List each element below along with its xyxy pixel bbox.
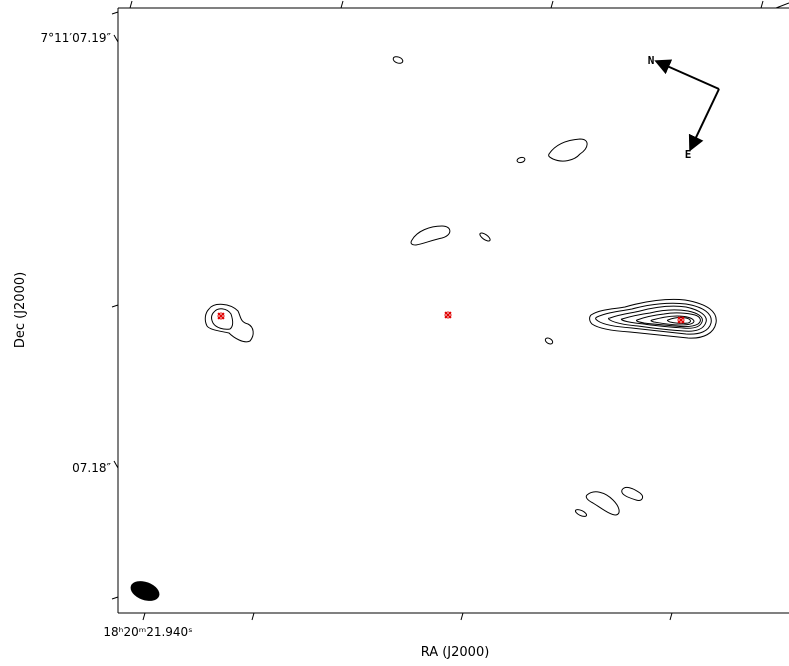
x-tick-label: 18ʰ20ᵐ21.940ˢ [103, 625, 192, 639]
compass-icon: N E [648, 54, 720, 161]
contour-blob [544, 337, 554, 345]
contour-level [650, 315, 695, 326]
left-axis-ticks [111, 11, 119, 600]
left-source-contours [204, 303, 254, 343]
contour-blob [516, 156, 526, 164]
y-tick-label-top: 7°11′07.19″ [41, 31, 112, 45]
marker-left-source [217, 312, 225, 320]
contour-blob [621, 486, 644, 501]
contour-blob [585, 491, 620, 516]
east-arrow [688, 88, 720, 152]
beam-ellipse [130, 581, 160, 601]
y-tick-label-bottom: 07.18″ [72, 461, 111, 475]
contour-level [666, 317, 691, 324]
top-axis-ticks [129, 0, 789, 9]
contour-level [204, 303, 254, 343]
contour-blob [410, 225, 451, 246]
x-axis-title: RA (J2000) [421, 645, 490, 660]
contour-blob [479, 232, 491, 242]
bottom-axis-ticks [142, 612, 673, 621]
contour-level [211, 308, 234, 330]
contour-blobs [392, 56, 644, 517]
marker-right-source [677, 316, 685, 324]
compass-east-label: E [685, 148, 692, 161]
contour-level [589, 298, 717, 339]
y-axis-title: Dec (J2000) [13, 272, 28, 348]
contour-level [620, 309, 703, 329]
contour-level [608, 305, 707, 332]
right-source-contours [589, 298, 717, 339]
contour-blob [392, 56, 404, 64]
contour-blob [574, 509, 588, 517]
red-cross-marker-icon [217, 311, 685, 324]
contour-level [636, 312, 701, 328]
compass-north-label: N [648, 54, 655, 67]
marker-center [444, 311, 452, 319]
plot-frame [117, 7, 789, 614]
north-arrow [654, 59, 720, 90]
contour-blob [548, 138, 588, 162]
contour-level [595, 302, 712, 335]
